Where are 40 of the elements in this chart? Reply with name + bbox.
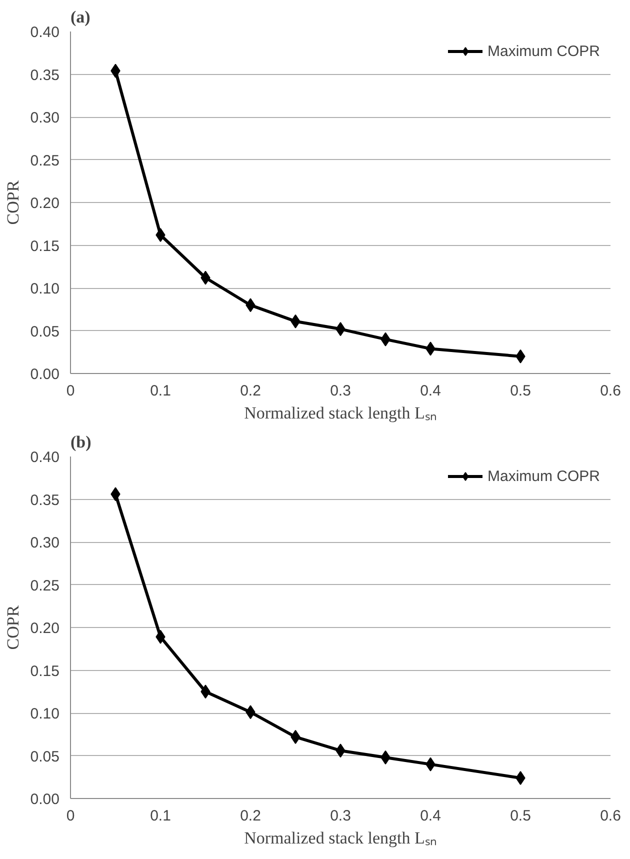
- y-tick-label: 0.00: [30, 366, 60, 383]
- x-tick-label: 0.3: [330, 808, 351, 824]
- legend-label: Maximum COPR: [487, 42, 600, 60]
- y-tick-label: 0.15: [30, 662, 60, 680]
- y-tick-label: 0.25: [30, 152, 60, 170]
- x-tick-label: 0.4: [420, 808, 441, 824]
- x-axis-title: Normalized stack length Lₛₙ: [244, 828, 437, 848]
- y-tick-label: 0.10: [30, 280, 60, 298]
- y-tick-label: 0.30: [30, 110, 60, 126]
- x-tick-label: 0.2: [240, 382, 261, 400]
- legend-label: Maximum COPR: [487, 468, 600, 484]
- x-tick-label: 0.5: [510, 808, 531, 824]
- y-tick-label: 0.20: [30, 195, 60, 212]
- y-axis-title: COPR: [3, 180, 22, 225]
- x-tick-label: 0: [66, 382, 75, 400]
- x-tick-label: 0: [66, 808, 75, 824]
- x-tick-label: 0.2: [240, 808, 261, 824]
- x-tick-label: 0.3: [330, 382, 351, 400]
- y-tick-label: 0.15: [30, 238, 60, 255]
- x-tick-label: 0.1: [150, 382, 171, 400]
- y-tick-label: 0.10: [30, 706, 60, 722]
- y-axis-title: COPR: [3, 604, 22, 650]
- y-tick-label: 0.35: [30, 66, 60, 84]
- y-tick-label: 0.35: [30, 492, 60, 509]
- y-tick-label: 0.40: [30, 24, 60, 41]
- x-tick-label: 0.6: [600, 382, 621, 400]
- x-tick-label: 0.5: [510, 382, 531, 400]
- x-axis-title: Normalized stack length Lₛₙ: [244, 404, 437, 422]
- chart-title: (b): [70, 432, 92, 452]
- y-tick-label: 0.05: [30, 748, 60, 766]
- y-tick-label: 0.00: [30, 791, 60, 808]
- y-tick-label: 0.25: [30, 577, 60, 594]
- chart-title: (a): [70, 8, 90, 26]
- y-tick-label: 0.30: [30, 534, 60, 552]
- y-tick-label: 0.20: [30, 620, 60, 637]
- y-tick-label: 0.40: [30, 449, 60, 466]
- x-tick-label: 0.1: [150, 808, 171, 824]
- y-tick-label: 0.05: [30, 323, 60, 340]
- x-tick-label: 0.6: [600, 808, 621, 824]
- x-tick-label: 0.4: [420, 382, 441, 400]
